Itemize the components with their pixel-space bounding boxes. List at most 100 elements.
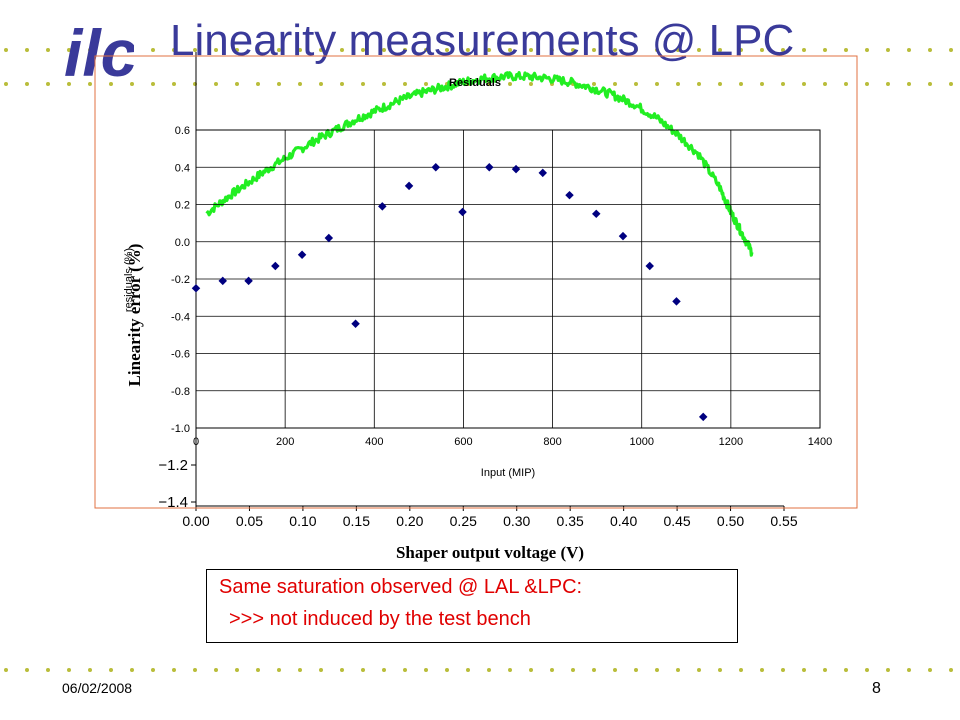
divider-dot	[172, 82, 176, 86]
main-x-tick-label: 0.05	[236, 513, 263, 529]
residual-point	[511, 164, 521, 174]
divider-dot	[592, 48, 596, 52]
main-x-tick-label: 0.45	[663, 513, 690, 529]
divider-dot	[109, 668, 113, 672]
divider-dot	[361, 668, 365, 672]
divider-dot	[739, 668, 743, 672]
top-dots-svg	[4, 48, 953, 52]
divider-dot	[151, 48, 155, 52]
divider-dot	[634, 668, 638, 672]
divider-dot	[928, 668, 932, 672]
divider-dot	[823, 668, 827, 672]
divider-dot	[340, 82, 344, 86]
residuals-x-axis-label: Input (MIP)	[481, 467, 535, 479]
residual-point	[618, 231, 628, 241]
residuals-y-tick-label: -0.2	[171, 274, 190, 286]
divider-dot	[466, 668, 470, 672]
divider-dot	[445, 48, 449, 52]
residuals-y-tick-label: 0.6	[175, 125, 190, 137]
divider-dot	[382, 82, 386, 86]
divider-dot	[403, 48, 407, 52]
divider-dot	[172, 668, 176, 672]
main-x-tick-label: 0.35	[557, 513, 584, 529]
main-y-tick-label: −1.4	[158, 494, 188, 511]
note-box: Same saturation observed @ LAL &LPC: >>>…	[206, 569, 738, 643]
divider-dot	[613, 48, 617, 52]
main-x-tick-label: 0.20	[396, 513, 423, 529]
residual-point	[191, 284, 201, 293]
residual-point	[351, 319, 360, 328]
residuals-y-tick-label: -0.6	[171, 349, 190, 361]
residual-point	[645, 261, 654, 271]
divider-dot	[487, 668, 491, 672]
divider-dot	[88, 48, 92, 52]
main-x-tick-label: 0.30	[503, 513, 530, 529]
divider-dot	[760, 48, 764, 52]
residual-point	[218, 276, 227, 286]
divider-dot	[235, 82, 239, 86]
residual-point	[538, 168, 548, 178]
divider-dot	[613, 668, 617, 672]
main-x-tick-label: 0.15	[343, 513, 370, 529]
page-number: 8	[872, 680, 881, 697]
divider-dot	[907, 668, 911, 672]
residual-point	[431, 163, 441, 172]
divider-dot	[844, 48, 848, 52]
divider-dot	[508, 82, 512, 86]
divider-dot	[277, 668, 281, 672]
divider-dot	[949, 668, 953, 672]
main-x-tick-label: 0.55	[770, 513, 797, 529]
divider-dot	[466, 48, 470, 52]
residuals-x-tick-label: 600	[454, 436, 472, 448]
divider-dot	[382, 668, 386, 672]
divider-dot	[67, 48, 71, 52]
divider-dot	[697, 82, 701, 86]
divider-dot	[634, 48, 638, 52]
slide-title: Linearity measurements @ LPC	[170, 16, 795, 65]
divider-dot	[340, 48, 344, 52]
residual-point	[378, 202, 387, 211]
logo-lettering: ilc	[64, 16, 134, 86]
divider-dot	[550, 668, 554, 672]
divider-dot	[508, 668, 512, 672]
divider-dot	[172, 48, 176, 52]
divider-dot	[4, 668, 8, 672]
divider-dot	[802, 82, 806, 86]
residual-point	[297, 250, 307, 260]
divider-dot	[781, 48, 785, 52]
divider-dot	[823, 48, 827, 52]
residuals-y-axis-label: residuals (%)	[123, 248, 135, 312]
divider-dot	[130, 668, 134, 672]
divider-dot	[928, 48, 932, 52]
divider-dot	[949, 82, 953, 86]
divider-dot	[655, 668, 659, 672]
divider-dot	[361, 48, 365, 52]
divider-dot	[256, 48, 260, 52]
divider-dot	[844, 668, 848, 672]
main-y-tick-label: −1.2	[158, 457, 188, 474]
divider-dot	[109, 48, 113, 52]
ilc-logo: ilc	[64, 16, 134, 86]
divider-dot	[823, 82, 827, 86]
divider-dot	[130, 48, 134, 52]
divider-dot	[802, 48, 806, 52]
residual-point	[698, 412, 708, 422]
divider-dot	[193, 48, 197, 52]
residual-point	[324, 233, 334, 243]
main-x-tick-label: 0.50	[717, 513, 744, 529]
residuals-x-tick-label: 800	[543, 436, 561, 448]
divider-dot	[634, 82, 638, 86]
main-chart: 0.00 0.05 0.10 0.15 0.20 0.25 0.30 0.35 0.40 0.45…	[125, 52, 798, 562]
divider-dot	[214, 668, 218, 672]
divider-dot	[277, 48, 281, 52]
divider-dot	[865, 668, 869, 672]
divider-dot	[781, 82, 785, 86]
divider-dot	[676, 48, 680, 52]
divider-dot	[67, 82, 71, 86]
linearity-error-series	[205, 70, 754, 257]
bottom-dotted-divider	[0, 660, 960, 672]
divider-dot	[403, 668, 407, 672]
divider-dot	[886, 82, 890, 86]
residuals-frame	[94, 55, 858, 509]
residuals-x-tick-label: 1000	[629, 436, 653, 448]
